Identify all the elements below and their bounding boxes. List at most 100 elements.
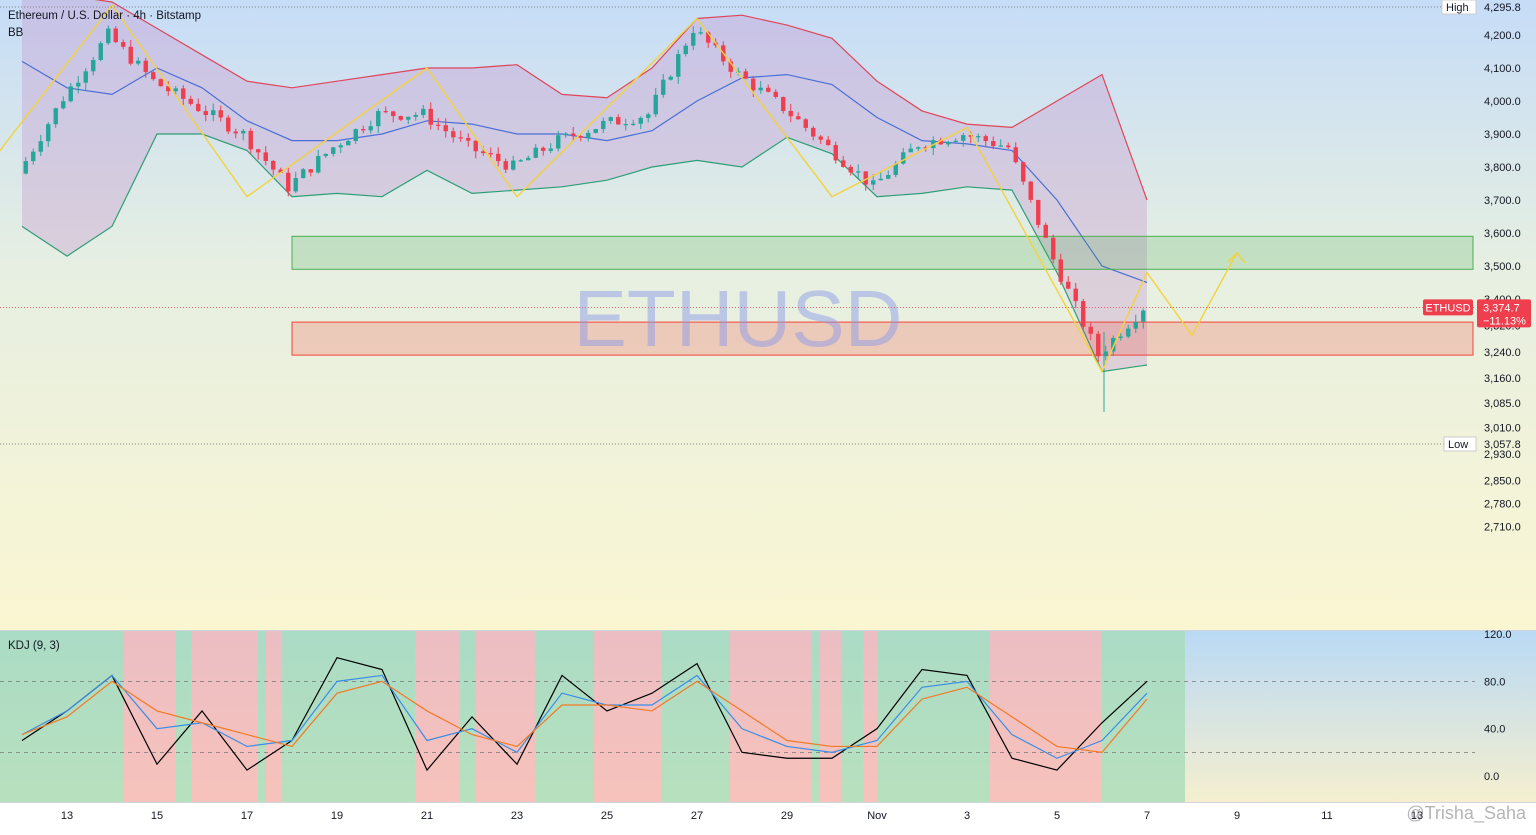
candle: [991, 136, 996, 150]
time-tick-label: 11: [1321, 810, 1332, 822]
candle: [841, 155, 846, 168]
candle-body: [158, 79, 163, 87]
time-tick-label: 3: [964, 810, 970, 822]
candle-body: [638, 117, 643, 124]
candle-body: [1096, 333, 1101, 357]
candle: [383, 106, 388, 114]
candle-body: [421, 108, 426, 115]
candle-body: [781, 96, 786, 111]
candle: [211, 103, 216, 122]
candle: [173, 86, 178, 95]
candle-body: [1058, 259, 1063, 282]
candle-body: [788, 110, 793, 117]
current-change-label: −11.13%: [1483, 315, 1526, 327]
candle-body: [676, 54, 681, 77]
candle: [901, 147, 906, 165]
candle: [196, 98, 201, 113]
candle-body: [803, 119, 808, 128]
candle-body: [211, 110, 216, 116]
candle-body: [593, 129, 598, 133]
candle-body: [331, 147, 336, 154]
candle: [998, 139, 1003, 147]
support-zone: [291, 321, 1474, 356]
time-tick-label: 15: [151, 810, 163, 822]
kdj-k-line: [21, 657, 1148, 772]
bollinger-bands: [21, 0, 1148, 373]
candle: [1006, 142, 1011, 149]
time-axis-background: [0, 802, 1536, 830]
candle: [1096, 331, 1101, 362]
candle: [458, 130, 463, 142]
candle: [376, 108, 381, 133]
kdj-band: [0, 631, 124, 802]
candle: [38, 134, 43, 156]
candle-body: [1013, 147, 1018, 163]
candle-body: [1021, 162, 1026, 182]
symbol-watermark: ETHUSD: [574, 274, 903, 363]
candle: [781, 96, 786, 114]
candle-body: [428, 108, 433, 125]
candle-body: [1103, 351, 1108, 357]
candle: [548, 143, 553, 154]
time-tick-label: 13: [1411, 810, 1423, 822]
candle-body: [856, 171, 861, 173]
candle-body: [308, 169, 313, 173]
candle: [31, 148, 36, 165]
candle-body: [128, 46, 133, 64]
candle: [766, 84, 771, 93]
candle-body: [218, 110, 223, 118]
candle-body: [893, 163, 898, 176]
candle: [61, 96, 66, 110]
indicator-label-bb[interactable]: BB: [8, 27, 24, 39]
candle: [76, 75, 81, 94]
candle: [413, 112, 418, 121]
time-axis[interactable]: 13 15 17 19 21 23 25 27 29 Nov 3 5 7 9 11 13: [61, 810, 1423, 822]
candle-body: [1141, 310, 1146, 322]
candle: [758, 81, 763, 94]
candle: [518, 159, 523, 162]
zigzag-overlay: [0, 4, 1246, 374]
price-tick-label: 2,710.0: [1484, 522, 1521, 534]
candle-body: [623, 124, 628, 126]
candle-body: [983, 136, 988, 142]
candle-body: [346, 140, 351, 146]
candle: [1073, 282, 1078, 308]
candle: [1051, 234, 1056, 264]
candle: [181, 85, 186, 105]
candle-body: [1133, 321, 1138, 329]
indicator-label-kdj[interactable]: KDJ (9, 3): [8, 640, 60, 652]
candle: [796, 112, 801, 120]
candle-body: [338, 145, 343, 148]
candle-body: [76, 82, 81, 87]
candle-body: [878, 178, 883, 181]
candle: [323, 153, 328, 159]
candle-body: [811, 127, 816, 137]
candle-body: [143, 60, 148, 73]
bb-basis-line: [21, 60, 1148, 284]
candle: [871, 174, 876, 191]
candle: [188, 95, 193, 106]
kdj-band: [191, 631, 258, 802]
candle-body: [31, 151, 36, 162]
candle-body: [1073, 288, 1078, 302]
candle: [983, 134, 988, 147]
candle: [226, 115, 231, 135]
candle-body: [901, 152, 906, 164]
candle: [353, 128, 358, 144]
kdj-tick-label: 40.0: [1484, 724, 1505, 736]
price-axis[interactable]: 4,200.0 4,100.0 4,000.0 3,900.0 3,800.0 3,700…: [0, 0, 1531, 534]
candle: [571, 126, 576, 141]
candle: [1118, 333, 1123, 341]
candle-body: [548, 148, 553, 151]
candle-body: [406, 116, 411, 120]
candle-body: [751, 78, 756, 91]
low-value-label: 3,057.8: [1484, 439, 1521, 451]
candle-body: [796, 116, 801, 120]
chart-title[interactable]: Ethereum / U.S. Dollar · 4h · Bitstamp: [8, 10, 202, 22]
kdj-tick-label: 120.0: [1484, 629, 1512, 641]
candle-body: [886, 175, 891, 179]
price-tick-label: 3,600.0: [1484, 228, 1521, 240]
price-tick-label: 4,000.0: [1484, 96, 1521, 108]
candle: [676, 49, 681, 84]
